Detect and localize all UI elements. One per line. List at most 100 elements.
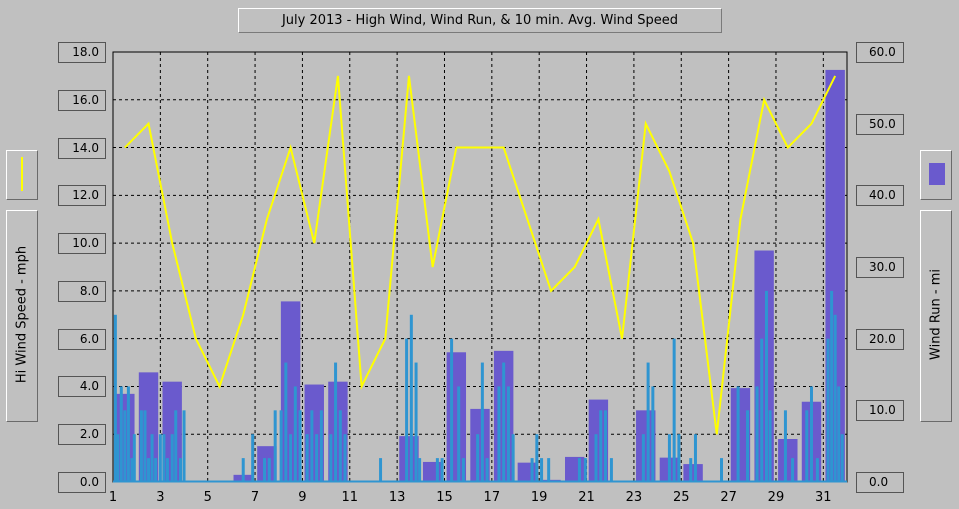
- avg-wind-bar: [672, 338, 676, 482]
- avg-wind-bar: [334, 362, 338, 482]
- avg-wind-bar: [667, 434, 671, 482]
- avg-wind-bar: [343, 434, 347, 482]
- x-tick-label: 13: [388, 490, 406, 505]
- wind-run-bar: [683, 464, 703, 482]
- avg-wind-bar: [760, 338, 764, 482]
- left-axis-label-box: Hi Wind Speed - mph: [6, 210, 38, 422]
- avg-wind-bar: [409, 314, 413, 482]
- avg-wind-bar: [113, 314, 117, 482]
- avg-wind-bar: [689, 458, 693, 482]
- avg-wind-bar: [130, 458, 134, 482]
- avg-wind-bar: [147, 458, 151, 482]
- avg-wind-bar: [506, 386, 510, 482]
- avg-wind-bar: [165, 458, 169, 482]
- avg-wind-bar: [267, 458, 271, 482]
- right-tick-label: 0.0: [856, 472, 904, 493]
- x-tick-label: 19: [530, 490, 548, 505]
- wind-run-bar: [778, 439, 798, 482]
- avg-wind-bar: [609, 458, 613, 482]
- avg-wind-bar: [594, 434, 598, 482]
- avg-wind-bar: [139, 410, 143, 482]
- avg-wind-bar: [279, 410, 283, 482]
- avg-wind-bar: [783, 410, 787, 482]
- avg-wind-bar: [511, 434, 515, 482]
- avg-wind-bar: [476, 434, 480, 482]
- avg-wind-bar: [646, 362, 650, 482]
- avg-wind-bar: [241, 458, 245, 482]
- left-tick-label: 10.0: [58, 233, 106, 255]
- left-tick-label: 18.0: [58, 42, 106, 63]
- left-tick-label: 4.0: [58, 376, 106, 398]
- avg-wind-bar: [805, 410, 809, 482]
- avg-wind-bar: [418, 458, 422, 482]
- left-tick-label: 14.0: [58, 137, 106, 159]
- x-tick-label: 17: [483, 490, 501, 505]
- wind-run-bar: [565, 456, 585, 482]
- left-tick-label: 12.0: [58, 185, 106, 207]
- left-tick-label: 16.0: [58, 89, 106, 111]
- avg-wind-bar: [837, 386, 841, 482]
- avg-wind-bar: [461, 458, 465, 482]
- left-tick-label: 8.0: [58, 280, 106, 302]
- avg-wind-bar: [577, 458, 581, 482]
- left-tick-label: 2.0: [58, 424, 106, 446]
- right-axis-label-box: Wind Run - mi: [920, 210, 952, 422]
- right-axis-label: Wind Run - mi: [928, 269, 944, 360]
- left-axis-label: Hi Wind Speed - mph: [14, 245, 30, 384]
- avg-wind-bar: [178, 458, 182, 482]
- right-tick-label: 20.0: [856, 328, 904, 350]
- avg-wind-bar: [530, 458, 534, 482]
- x-tick-label: 5: [203, 490, 212, 505]
- avg-wind-bar: [293, 386, 297, 482]
- wind-run-bar: [257, 446, 277, 482]
- purple-bar-swatch-icon: [929, 163, 945, 185]
- x-tick-label: 7: [250, 490, 260, 505]
- avg-wind-bar: [298, 410, 302, 482]
- right-tick-label: 60.0: [856, 42, 904, 63]
- yellow-line-swatch-icon: [21, 157, 23, 191]
- x-tick-label: 1: [108, 490, 118, 505]
- right-tick-label: 40.0: [856, 185, 904, 207]
- right-tick-label: 50.0: [856, 113, 904, 135]
- avg-wind-bar: [174, 410, 178, 482]
- avg-wind-bar: [768, 410, 772, 482]
- x-tick-label: 25: [672, 490, 690, 505]
- avg-wind-bar: [651, 386, 655, 482]
- avg-wind-bar: [485, 458, 489, 482]
- left-tick-label: 6.0: [58, 328, 106, 350]
- wind-run-bar: [422, 461, 443, 482]
- avg-wind-bar: [435, 458, 439, 482]
- avg-wind-bar: [284, 362, 288, 482]
- avg-wind-bar: [126, 386, 130, 482]
- right-tick-label: 30.0: [856, 257, 904, 278]
- avg-wind-bar: [123, 410, 127, 482]
- avg-wind-bar: [150, 434, 154, 482]
- avg-wind-bar: [535, 434, 539, 482]
- avg-wind-bar: [319, 410, 323, 482]
- avg-wind-bar: [502, 362, 506, 482]
- x-tick-label: 9: [298, 490, 307, 505]
- x-tick-label: 31: [815, 490, 832, 505]
- avg-wind-bar: [833, 314, 837, 482]
- x-tick-label: 3: [156, 490, 165, 505]
- avg-wind-bar: [830, 290, 834, 482]
- x-tick-label: 27: [720, 490, 737, 505]
- wind-run-bar: [399, 436, 419, 482]
- avg-wind-bar: [143, 410, 147, 482]
- avg-wind-bar: [379, 458, 383, 482]
- right-legend-box: [920, 150, 952, 200]
- avg-wind-bar: [826, 338, 830, 482]
- avg-wind-bar: [440, 458, 444, 482]
- avg-wind-bar: [815, 458, 819, 482]
- wind-run-bar: [730, 388, 751, 482]
- high-wind-line: [124, 75, 837, 435]
- avg-wind-bar: [251, 434, 255, 482]
- avg-wind-bar: [840, 434, 844, 482]
- avg-wind-bar: [170, 434, 174, 482]
- x-tick-label: 15: [436, 490, 453, 505]
- avg-wind-bar: [720, 458, 724, 482]
- avg-wind-bar: [338, 410, 342, 482]
- avg-wind-bar: [154, 458, 158, 482]
- avg-wind-bar: [677, 434, 681, 482]
